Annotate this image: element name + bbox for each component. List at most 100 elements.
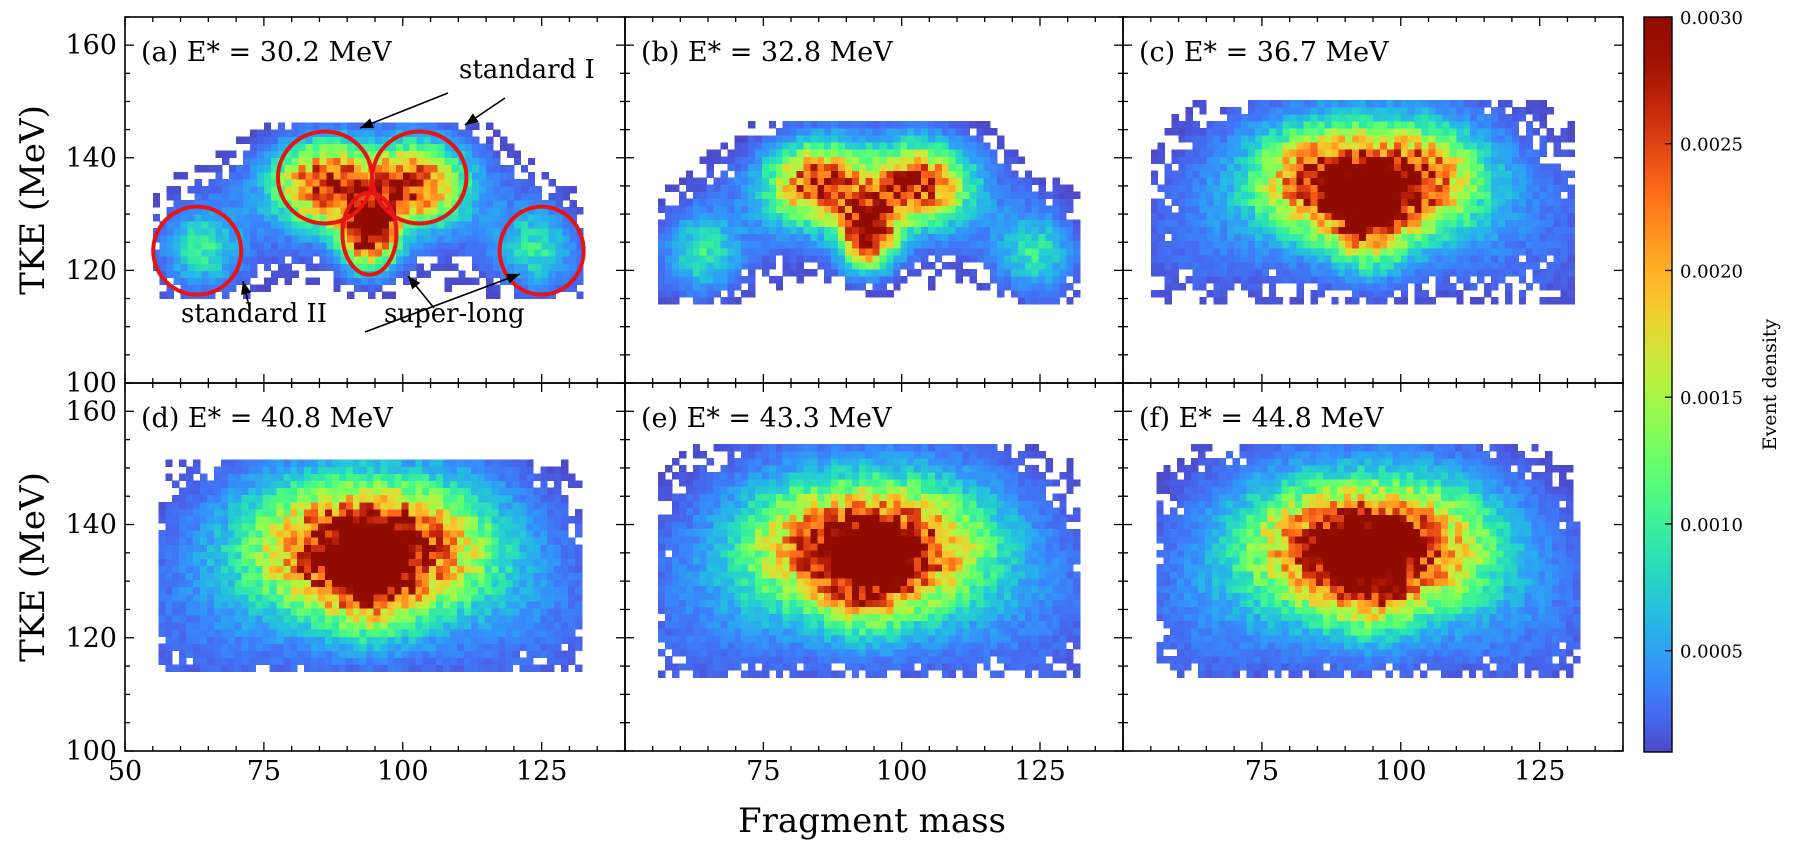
- heatmap-cell: [934, 219, 943, 228]
- heatmap-cell: [234, 657, 243, 666]
- heatmap-cell: [179, 459, 187, 467]
- heatmap-cell: [506, 228, 515, 236]
- heatmap-cell: [900, 233, 908, 242]
- heatmap-cell: [796, 135, 804, 143]
- heatmap-cell: [1171, 276, 1179, 284]
- heatmap-cell: [1004, 184, 1012, 192]
- heatmap-cell: [844, 170, 853, 178]
- heatmap-cell: [1421, 177, 1429, 185]
- heatmap-cell: [824, 226, 832, 235]
- heatmap-cell: [388, 164, 397, 173]
- heatmap-cell: [1504, 240, 1513, 249]
- heatmap-cell: [500, 277, 508, 285]
- heatmap-cell: [948, 247, 957, 256]
- heatmap-cell: [1407, 247, 1416, 256]
- heatmap-cell: [1296, 261, 1304, 270]
- heatmap-cell: [520, 256, 529, 264]
- heatmap-cell: [201, 270, 209, 278]
- heatmap-cell: [311, 615, 319, 623]
- heatmap-cell: [1428, 205, 1436, 214]
- heatmap-cell: [220, 466, 229, 474]
- heatmap-cell: [255, 650, 263, 658]
- heatmap-cell: [734, 191, 742, 199]
- heatmap-cell: [1498, 212, 1506, 221]
- heatmap-cell: [768, 135, 777, 143]
- heatmap-cell: [838, 142, 846, 150]
- heatmap-cell: [1373, 191, 1381, 199]
- heatmap-cell: [713, 226, 721, 235]
- heatmap-cell: [1268, 205, 1277, 214]
- heatmap-cell: [222, 200, 230, 208]
- heatmap-cell: [402, 214, 411, 222]
- heatmap-cell: [290, 608, 298, 616]
- heatmap-cell: [416, 270, 425, 278]
- heatmap-cell: [1234, 276, 1242, 284]
- heatmap-cell: [831, 261, 839, 270]
- heatmap-cell: [236, 270, 244, 278]
- heatmap-cell: [872, 212, 880, 221]
- heatmap-cell: [1470, 128, 1478, 136]
- heatmap-cell: [1449, 191, 1457, 199]
- heatmap-cell: [368, 143, 376, 152]
- heatmap-cell: [395, 249, 404, 257]
- heatmap-cells: [658, 121, 1081, 305]
- heatmap-cell: [270, 200, 279, 208]
- heatmap-cell: [213, 586, 222, 595]
- heatmap-cell: [1234, 170, 1242, 178]
- heatmap-cell: [541, 200, 550, 208]
- heatmap-cell: [865, 205, 874, 214]
- heatmap-cell: [1206, 212, 1214, 221]
- heatmap-cell: [748, 219, 756, 228]
- heatmap-cell: [500, 214, 508, 222]
- heatmap-cell: [1373, 212, 1381, 221]
- heatmap-cell: [1227, 114, 1235, 122]
- heatmap-cell: [222, 291, 230, 299]
- heatmap-cell: [304, 643, 312, 651]
- heatmap-cell: [934, 240, 943, 249]
- heatmap-cell: [165, 530, 173, 538]
- heatmap-cell: [1435, 114, 1443, 122]
- heatmap-cell: [1407, 212, 1416, 221]
- heatmap-cell: [331, 473, 340, 482]
- heatmap-cell: [325, 544, 333, 552]
- heatmap-cell: [1352, 219, 1360, 228]
- heatmap-cell: [248, 650, 256, 658]
- heatmap-cell: [409, 157, 418, 166]
- heatmap-cell: [831, 184, 839, 192]
- heatmap-cell: [699, 184, 708, 192]
- heatmap-cell: [297, 530, 305, 538]
- heatmap-cell: [276, 551, 284, 559]
- heatmap-cell: [692, 219, 701, 228]
- heatmap-cell: [1386, 276, 1395, 284]
- heatmap-cell: [297, 615, 305, 623]
- heatmap-cell: [340, 207, 348, 215]
- heatmap-cell: [1289, 142, 1298, 150]
- heatmap-cell: [844, 128, 853, 136]
- heatmap-cell: [381, 150, 390, 159]
- heatmap-cell: [748, 177, 756, 185]
- heatmap-cell: [255, 480, 263, 489]
- heatmap-cell: [437, 200, 445, 208]
- heatmap-cell: [1213, 212, 1221, 221]
- heatmap-cell: [1393, 205, 1402, 214]
- heatmap-cell: [201, 242, 209, 250]
- heatmap-cell: [1463, 163, 1471, 171]
- heatmap-cell: [678, 276, 687, 284]
- heatmap-cell: [983, 226, 991, 235]
- heatmap-cell: [1511, 149, 1520, 157]
- heatmap-cell: [213, 593, 222, 602]
- heatmap-cell: [1248, 233, 1256, 242]
- heatmap-cell: [907, 247, 915, 256]
- heatmap-cell: [234, 572, 243, 581]
- heatmap-cell: [534, 200, 543, 208]
- heatmap-cell: [1010, 226, 1019, 235]
- heatmap-cell: [555, 277, 563, 285]
- heatmap-cell: [1435, 290, 1443, 298]
- heatmap-cell: [165, 459, 173, 467]
- heatmap-cell: [213, 572, 222, 581]
- heatmap-cell: [1296, 247, 1304, 256]
- heatmap-cell: [234, 650, 243, 658]
- heatmap-cell: [262, 501, 270, 510]
- heatmap-cell: [325, 593, 333, 602]
- heatmap-cell: [706, 219, 714, 228]
